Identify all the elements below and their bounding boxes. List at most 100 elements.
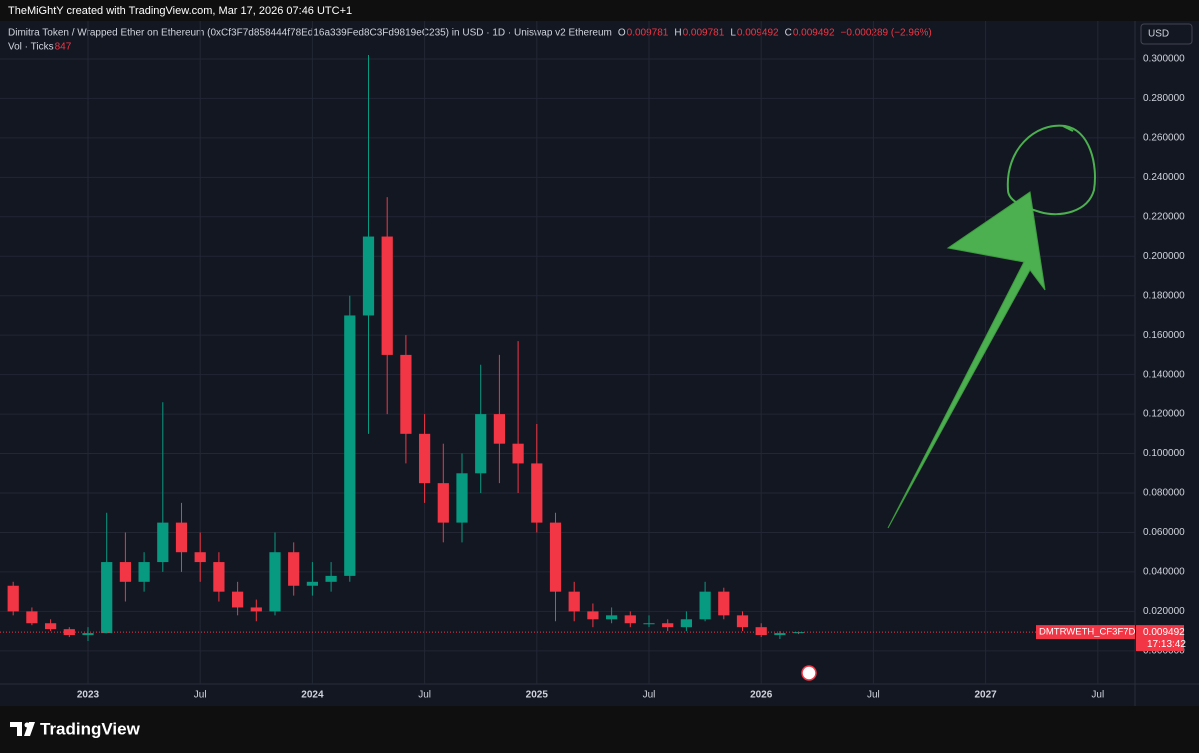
candle-body [306, 581, 319, 586]
y-tick-label: 0.060000 [1143, 527, 1185, 538]
candle-body [774, 633, 786, 636]
ohlc-value: 0.009781 [627, 28, 669, 39]
volume-label: Vol · Ticks [8, 42, 54, 53]
candle-body [437, 483, 449, 523]
candle-body [643, 623, 655, 625]
volume-value: 847 [55, 42, 72, 53]
x-tick-label: Jul [1091, 690, 1104, 701]
candle-body [44, 623, 57, 630]
candle-body [138, 562, 150, 582]
y-tick-label: 0.180000 [1143, 290, 1185, 301]
ohlc-value: 0.009492 [793, 28, 835, 39]
candle-body [680, 619, 693, 628]
change-value: −0.000289 (−2.96%) [841, 28, 932, 39]
candle-body [456, 473, 468, 523]
y-tick-label: 0.160000 [1143, 330, 1185, 341]
footer-brand: TradingView [40, 719, 141, 738]
candles [0, 55, 1135, 641]
x-tick-label: Jul [418, 690, 431, 701]
ohlc-value: 0.009781 [683, 28, 725, 39]
ohlc-value: 0.009492 [737, 28, 779, 39]
candle-body [269, 552, 281, 612]
currency-label[interactable]: USD [1148, 29, 1169, 40]
y-tick-label: 0.200000 [1143, 251, 1185, 262]
ohlc-label: O [618, 28, 626, 39]
y-tick-label: 0.220000 [1143, 211, 1185, 222]
y-tick-label: 0.140000 [1143, 369, 1185, 380]
ohlc-label: L [730, 28, 736, 39]
annotation-drawing [887, 124, 1096, 529]
candle-body [194, 552, 206, 563]
x-tick-label: 2026 [750, 690, 773, 701]
x-tick-label: 2025 [526, 690, 549, 701]
candle-body [587, 611, 599, 620]
y-tick-label: 0.100000 [1143, 448, 1185, 459]
candle-body [325, 575, 337, 582]
y-tick-label: 0.020000 [1143, 606, 1185, 617]
candle-body [493, 414, 506, 444]
footer-bar [0, 706, 1199, 753]
candle-body [568, 591, 580, 612]
y-tick-label: 0.260000 [1143, 133, 1185, 144]
candle-body [531, 463, 543, 523]
logo-dot [24, 722, 30, 728]
candle-body [400, 354, 412, 434]
x-tick-label: 2023 [77, 690, 100, 701]
candle-body [213, 562, 225, 592]
flag-icon [801, 665, 817, 681]
candle-body [157, 522, 169, 563]
attribution: TheMiGhtY created with TradingView.com, … [8, 5, 352, 17]
candle-body [26, 611, 38, 624]
x-tick-label: 2024 [301, 690, 324, 701]
ohlc-label: C [785, 28, 792, 39]
candle-body [624, 615, 636, 624]
y-tick-label: 0.300000 [1143, 54, 1185, 65]
candle-body [605, 615, 618, 620]
candle-body [718, 591, 730, 616]
y-tick-label: 0.120000 [1143, 409, 1185, 420]
currency-button[interactable] [1140, 23, 1193, 45]
candle-body [662, 623, 674, 628]
ohlc-label: H [674, 28, 681, 39]
candle-body [101, 562, 113, 634]
candle-body [512, 443, 524, 464]
candle-body [362, 236, 375, 316]
y-tick-label: 0.280000 [1143, 93, 1185, 104]
candle-body [250, 607, 262, 612]
x-tick-label: Jul [867, 690, 880, 701]
arrow-drawing [887, 191, 1046, 529]
candle-body [119, 562, 132, 582]
candle-body [755, 627, 767, 636]
top-bar [0, 0, 1199, 21]
axes: 0.0000000.0200000.0400000.0600000.080000… [77, 54, 1186, 701]
x-tick-label: Jul [194, 690, 207, 701]
candle-body [736, 615, 749, 628]
price-tag-countdown: 17:13:42 [1147, 639, 1186, 650]
candle-body [7, 585, 19, 612]
candle-body [175, 522, 188, 553]
y-tick-label: 0.080000 [1143, 488, 1185, 499]
candle-body [549, 522, 562, 592]
candle-body [381, 236, 393, 355]
legend: Dimitra Token / Wrapped Ether on Ethereu… [8, 28, 932, 53]
y-tick-label: 0.240000 [1143, 172, 1185, 183]
event-flag [801, 665, 817, 681]
price-tag [1136, 625, 1184, 652]
candle-body [231, 591, 244, 608]
symbol-title: Dimitra Token / Wrapped Ether on Ethereu… [8, 28, 612, 39]
candle-body [418, 433, 431, 484]
candle-body [82, 633, 94, 636]
x-tick-label: 2027 [974, 690, 997, 701]
symbol-tag-label: DMTRWETH_CF3F7D.USD [1039, 627, 1158, 638]
candle-body [699, 591, 711, 620]
tradingview-logo [10, 722, 35, 736]
candle-body [288, 552, 300, 586]
symbol-tag [1036, 625, 1135, 640]
x-tick-label: Jul [643, 690, 656, 701]
y-tick-label: 0.040000 [1143, 567, 1185, 578]
grid [0, 21, 1135, 684]
price-tag-value: 0.009492 [1143, 627, 1185, 638]
